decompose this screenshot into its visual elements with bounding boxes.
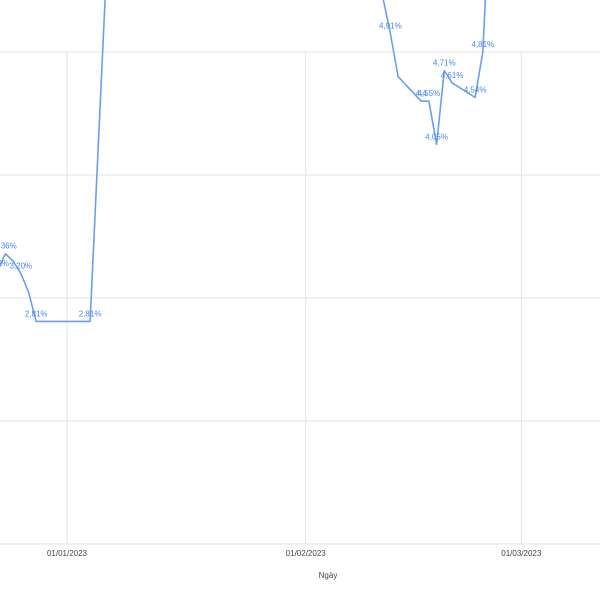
x-axis-ticks: 01/01/2023 01/02/2023 01/03/2023 — [47, 549, 542, 558]
grid-lines — [0, 51, 600, 545]
data-label: 3,20% — [9, 261, 32, 270]
data-label: 4,54% — [464, 86, 487, 95]
x-tick-label: 01/02/2023 — [286, 549, 327, 558]
data-label: 4,91% — [379, 22, 402, 31]
data-label: 4,4 — [416, 89, 428, 98]
x-axis-title: Ngày — [319, 571, 338, 580]
data-label: 3,36% — [0, 242, 17, 251]
data-label: 2,81% — [79, 309, 102, 318]
data-labels: 3,7%3,49%3,22%3,36%3,20%2,81%2,81%5,55,5… — [0, 22, 494, 319]
data-label: 2,81% — [25, 309, 48, 318]
data-label: 3,22% — [0, 259, 9, 268]
data-label: 4,71% — [433, 59, 456, 68]
x-tick-label: 01/03/2023 — [501, 549, 542, 558]
data-label: 4,81% — [471, 40, 494, 49]
x-tick-label: 01/01/2023 — [47, 549, 88, 558]
data-label: 4,05% — [425, 132, 448, 141]
data-label: 4,55% — [418, 89, 441, 98]
series-line — [0, 0, 487, 323]
series-line-group — [0, 0, 487, 323]
data-label: 4,61% — [441, 71, 464, 80]
